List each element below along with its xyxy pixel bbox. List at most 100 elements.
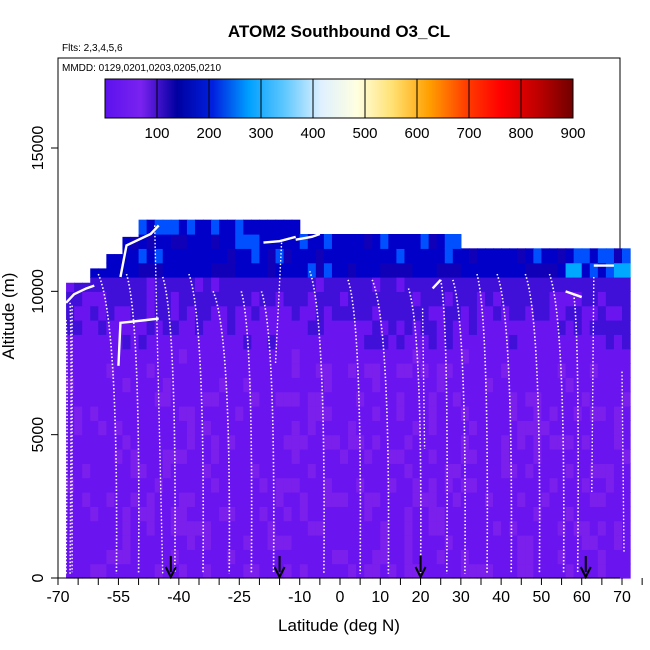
heatmap-cell bbox=[581, 535, 591, 550]
heatmap-cell bbox=[154, 492, 164, 507]
heatmap-cell bbox=[549, 334, 559, 350]
heatmap-cell bbox=[283, 391, 293, 407]
heatmap-cell bbox=[364, 305, 373, 321]
heatmap-cell bbox=[259, 477, 269, 493]
heatmap-cell bbox=[364, 262, 373, 278]
heatmap-cell bbox=[452, 434, 462, 450]
heatmap-cell bbox=[66, 420, 75, 436]
heatmap-cell bbox=[589, 549, 599, 565]
heatmap-cell bbox=[476, 334, 486, 350]
heatmap-cell bbox=[331, 549, 341, 565]
heatmap-cell bbox=[299, 291, 309, 307]
heatmap-cell bbox=[138, 277, 148, 292]
heatmap-cell bbox=[267, 262, 277, 278]
heatmap-cell bbox=[380, 463, 389, 479]
heatmap-cell bbox=[565, 377, 575, 393]
heatmap-cell bbox=[178, 234, 188, 249]
heatmap-cell bbox=[581, 377, 591, 393]
heatmap-cell bbox=[331, 535, 341, 550]
heatmap-cell bbox=[194, 234, 204, 249]
heatmap-cell bbox=[573, 277, 583, 292]
heatmap-cell bbox=[186, 492, 196, 507]
heatmap-cell bbox=[178, 420, 188, 436]
heatmap-cell bbox=[605, 377, 615, 393]
heatmap-cell bbox=[170, 219, 180, 235]
heatmap-cell bbox=[340, 391, 349, 407]
heatmap-cell bbox=[90, 363, 99, 378]
heatmap-cell bbox=[90, 463, 99, 479]
heatmap-cell bbox=[452, 320, 462, 335]
heatmap-cell bbox=[533, 377, 543, 393]
heatmap-cell bbox=[146, 377, 156, 393]
heatmap-cell bbox=[340, 262, 349, 278]
heatmap-cell bbox=[364, 363, 373, 378]
heatmap-cell bbox=[275, 520, 285, 536]
heatmap-cell bbox=[106, 506, 115, 522]
heatmap-cell bbox=[186, 334, 196, 350]
heatmap-cell bbox=[380, 477, 389, 493]
heatmap-cell bbox=[412, 391, 422, 407]
heatmap-cell bbox=[170, 463, 180, 479]
flight-descent bbox=[591, 276, 595, 493]
heatmap-cell bbox=[436, 262, 446, 278]
heatmap-cell bbox=[493, 262, 502, 278]
heatmap-cell bbox=[138, 420, 148, 436]
heatmap-cell bbox=[372, 348, 381, 364]
heatmap-cell bbox=[178, 549, 188, 565]
heatmap-cell bbox=[597, 363, 607, 378]
heatmap-cell bbox=[138, 406, 148, 421]
heatmap-cell bbox=[589, 520, 599, 536]
heatmap-cell bbox=[138, 305, 148, 321]
heatmap-cell bbox=[372, 334, 381, 350]
heatmap-cell bbox=[275, 248, 285, 264]
heatmap-cell bbox=[622, 492, 631, 507]
heatmap-cell bbox=[170, 377, 180, 393]
heatmap-cell bbox=[299, 305, 309, 321]
heatmap-cell bbox=[186, 291, 196, 307]
heatmap-cell bbox=[307, 549, 317, 565]
flight-profile bbox=[496, 273, 513, 574]
cruise-leg bbox=[565, 290, 583, 299]
heatmap-cell bbox=[605, 262, 615, 278]
heatmap-cell bbox=[597, 406, 607, 421]
heatmap-cell bbox=[74, 463, 83, 479]
heatmap-cell bbox=[98, 348, 107, 364]
heatmap-cell bbox=[138, 320, 148, 335]
heatmap-cell bbox=[235, 305, 244, 321]
x-tick-label: 0 bbox=[336, 589, 345, 606]
heatmap-cell bbox=[549, 406, 559, 421]
heatmap-cell bbox=[130, 305, 140, 321]
heatmap-cell bbox=[227, 492, 236, 507]
heatmap-cell bbox=[613, 248, 623, 264]
heatmap-cell bbox=[227, 449, 236, 464]
heatmap-cell bbox=[211, 219, 220, 235]
heatmap-cell bbox=[146, 434, 156, 450]
heatmap-cell bbox=[485, 406, 494, 421]
heatmap-cell bbox=[90, 268, 99, 278]
heatmap-cell bbox=[372, 377, 381, 393]
heatmap-cell bbox=[235, 277, 244, 292]
heatmap-cell bbox=[364, 506, 373, 522]
heatmap-cell bbox=[170, 305, 180, 321]
heatmap-cell bbox=[356, 277, 365, 292]
heatmap-cell bbox=[340, 305, 349, 321]
heatmap-cell bbox=[194, 477, 204, 493]
heatmap-cell bbox=[194, 377, 204, 393]
heatmap-cell bbox=[589, 420, 599, 436]
heatmap-cell bbox=[549, 463, 559, 479]
heatmap-cell bbox=[243, 262, 252, 278]
heatmap-cell bbox=[622, 520, 631, 536]
heatmap-cell bbox=[98, 305, 107, 321]
heatmap-cell bbox=[452, 520, 462, 536]
heatmap-cell bbox=[146, 406, 156, 421]
heatmap-cell bbox=[348, 305, 357, 321]
heatmap-cell bbox=[356, 391, 365, 407]
heatmap-cell bbox=[436, 348, 446, 364]
heatmap-cell bbox=[444, 420, 454, 436]
heatmap-cell bbox=[468, 420, 478, 436]
heatmap-cell bbox=[573, 348, 583, 364]
heatmap-cell bbox=[235, 506, 244, 522]
flight-profile bbox=[97, 273, 118, 574]
heatmap-cell bbox=[203, 420, 212, 436]
heatmap-cell bbox=[194, 520, 204, 536]
